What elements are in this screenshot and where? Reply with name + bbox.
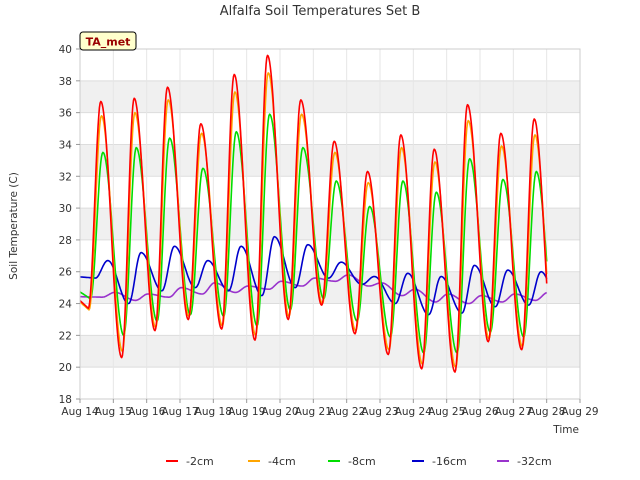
legend-label: -16cm <box>432 455 467 468</box>
x-tick-label: Aug 27 <box>495 406 532 418</box>
x-tick-label: Aug 29 <box>561 406 598 418</box>
y-tick-label: 24 <box>59 299 73 311</box>
chart-title: Alfalfa Soil Temperatures Set B <box>220 4 421 19</box>
series-layer <box>79 54 548 373</box>
y-tick-label: 20 <box>59 362 72 374</box>
y-tick-label: 30 <box>59 203 72 215</box>
y-axis-label: Soil Temperature (C) <box>8 172 20 280</box>
x-tick-label: Aug 25 <box>428 406 465 418</box>
y-tick-label: 26 <box>59 267 73 279</box>
legend-label: -32cm <box>517 455 552 468</box>
x-tick-label: Aug 14 <box>61 406 99 418</box>
grid-band <box>80 335 580 368</box>
y-tick-label: 36 <box>59 108 73 120</box>
grid-band <box>80 80 580 113</box>
y-tick-label: 28 <box>59 235 72 247</box>
legend-label: -8cm <box>348 455 376 468</box>
x-tick-label: Aug 15 <box>95 406 132 418</box>
y-tick-label: 40 <box>59 44 72 56</box>
x-tick-label: Aug 18 <box>195 406 232 418</box>
legend: -2cm -4cm -8cm -16cm -32cm <box>166 455 552 468</box>
x-tick-label: Aug 16 <box>128 406 166 418</box>
plot-frame <box>79 48 581 400</box>
x-tick-label: Aug 19 <box>228 406 265 418</box>
x-tick-label: Aug 26 <box>461 406 499 418</box>
x-axis-label: Time <box>552 424 579 436</box>
y-tick-label: 34 <box>59 139 73 151</box>
x-tick-label: Aug 22 <box>328 406 365 418</box>
y-tick-label: 22 <box>59 330 72 342</box>
y-tick-label: 18 <box>59 394 72 406</box>
y-tick-label: 32 <box>59 171 72 183</box>
x-tick-label: Aug 20 <box>261 406 298 418</box>
legend-label: -2cm <box>186 455 214 468</box>
station-badge-label: TA_met <box>86 36 131 49</box>
series-line-minus-2cm <box>79 54 548 373</box>
legend-label: -4cm <box>268 455 296 468</box>
x-tick-label: Aug 21 <box>295 406 332 418</box>
grid-bands <box>80 80 580 368</box>
y-tick-label: 38 <box>59 76 72 88</box>
y-axis-ticks: 18 20 22 24 26 28 30 32 34 36 38 40 <box>59 44 80 406</box>
station-badge-box <box>79 31 137 51</box>
x-tick-label: Aug 28 <box>528 406 565 418</box>
x-tick-label: Aug 24 <box>395 406 433 418</box>
x-tick-label: Aug 23 <box>361 406 398 418</box>
station-badge: TA_met <box>79 31 137 51</box>
x-tick-label: Aug 17 <box>161 406 198 418</box>
